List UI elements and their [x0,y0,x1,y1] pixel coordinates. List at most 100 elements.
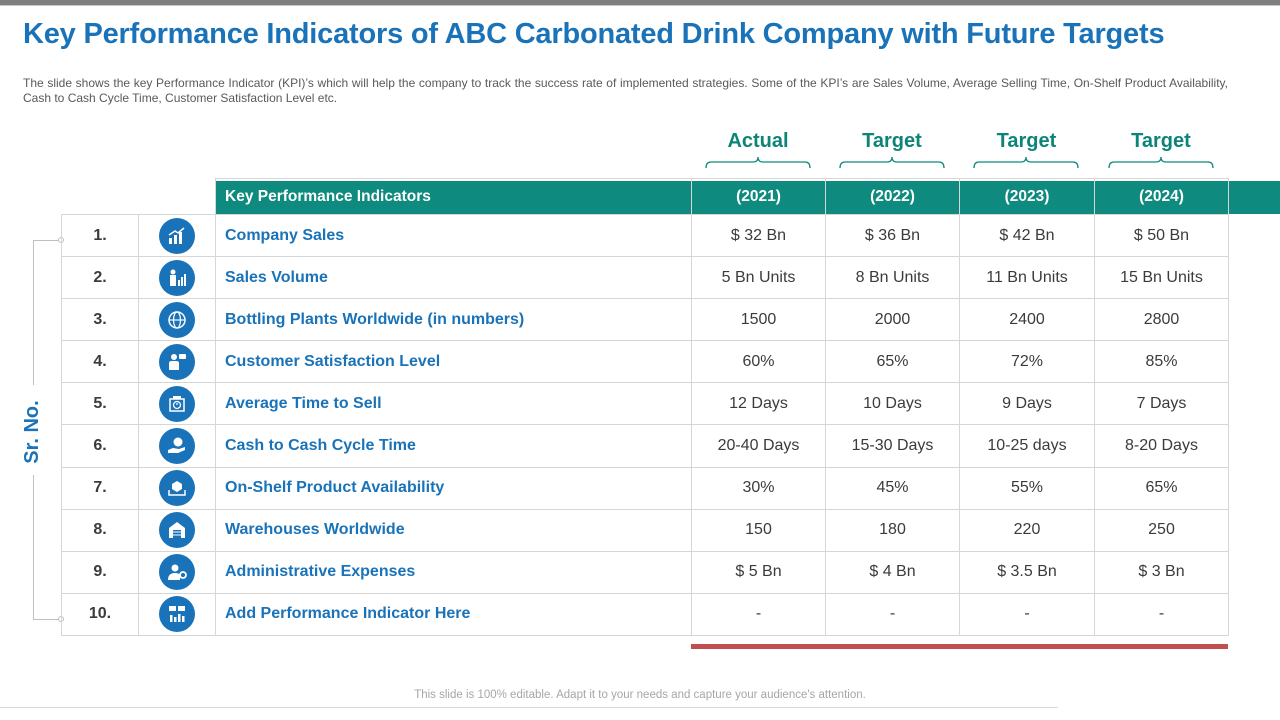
value-2021: 12 Days [691,382,826,426]
row-number: 3. [61,298,139,342]
value-2022: - [825,592,960,636]
row-icon-cell [138,298,216,342]
admin-gear-icon [159,554,195,591]
value-2023: 220 [959,508,1095,552]
table-row: 9. Administrative Expenses $ 5 Bn $ 4 Bn… [61,550,1229,594]
footer-note: This slide is 100% editable. Adapt it to… [414,689,866,701]
value-2022: 8 Bn Units [825,256,960,300]
page-title: Key Performance Indicators of ABC Carbon… [23,18,1165,50]
table-header-row: Key Performance Indicators (2021) (2022)… [62,178,1229,215]
top-border [0,0,1280,5]
value-2022: 10 Days [825,382,960,426]
value-2022: $ 4 Bn [825,550,960,594]
header-blank [62,179,139,215]
value-2024: 15 Bn Units [1094,256,1229,300]
value-2022: 180 [825,508,960,552]
value-2023: 2400 [959,298,1095,342]
table-row: 10. Add Performance Indicator Here - - -… [61,592,1229,636]
kpi-name: Administrative Expenses [215,550,692,594]
row-icon-cell [138,340,216,384]
value-2021: - [691,592,826,636]
value-2023: $ 3.5 Bn [959,550,1095,594]
row-icon-cell [138,256,216,300]
row-number: 7. [61,466,139,510]
row-number: 10. [61,592,139,636]
row-number: 2. [61,256,139,300]
kpi-name: Bottling Plants Worldwide (in numbers) [215,298,692,342]
row-number: 9. [61,550,139,594]
header-year-2022: (2022) [825,178,960,215]
cash-hand-icon [159,428,195,465]
kpi-name: Cash to Cash Cycle Time [215,424,692,468]
row-number: 6. [61,424,139,468]
kpi-name: On-Shelf Product Availability [215,466,692,510]
column-group-target-2024: Target [1094,130,1228,180]
value-2024: $ 50 Bn [1094,213,1229,258]
value-2023: 11 Bn Units [959,256,1095,300]
brace-icon [705,156,811,169]
row-number: 5. [61,382,139,426]
header-kpi: Key Performance Indicators [215,178,692,215]
column-group-label: Target [996,130,1057,152]
top-border-thin [0,5,1280,6]
value-2024: 8-20 Days [1094,424,1229,468]
column-group-label: Target [862,130,922,152]
kpi-name: Sales Volume [215,256,692,300]
header-blank [139,179,216,215]
value-2023: $ 42 Bn [959,213,1095,258]
brace-icon [973,156,1079,169]
value-2022: 45% [825,466,960,510]
value-2023: 10-25 days [959,424,1095,468]
value-2022: 15-30 Days [825,424,960,468]
table-row: 2. Sales Volume 5 Bn Units 8 Bn Units 11… [61,256,1229,300]
table-row: 3. Bottling Plants Worldwide (in numbers… [61,298,1229,342]
header-year-2021: (2021) [691,178,826,215]
kpi-name: Average Time to Sell [215,382,692,426]
kpi-name: Warehouses Worldwide [215,508,692,552]
header-year-2024: (2024) [1094,178,1229,215]
brace-icon [1108,156,1214,169]
value-2021: 150 [691,508,826,552]
row-icon-cell [138,424,216,468]
table-row: 1. Company Sales $ 32 Bn $ 36 Bn $ 42 Bn… [61,213,1229,258]
time-sell-icon [159,385,195,422]
value-2021: 60% [691,340,826,384]
column-group-actual: Actual [691,130,825,180]
value-2024: 2800 [1094,298,1229,342]
column-group-target-2022: Target [825,130,959,180]
value-2022: 2000 [825,298,960,342]
value-2022: 65% [825,340,960,384]
header-year-2023: (2023) [959,178,1095,215]
value-2021: 5 Bn Units [691,256,826,300]
sr-no-label-bg [18,385,50,475]
value-2024: $ 3 Bn [1094,550,1229,594]
value-2024: 85% [1094,340,1229,384]
value-2024: 65% [1094,466,1229,510]
row-number: 8. [61,508,139,552]
value-2022: $ 36 Bn [825,213,960,258]
presenter-chart-icon [159,259,195,296]
row-number: 4. [61,340,139,384]
kpi-name: Company Sales [215,213,692,258]
row-icon-cell [138,550,216,594]
sr-no-label: Sr. No. [21,400,43,464]
value-2023: 72% [959,340,1095,384]
performance-dashboard-icon [159,596,195,633]
table-row: 5. Average Time to Sell 12 Days 10 Days … [61,382,1229,426]
accent-underline [691,644,1228,649]
value-2021: $ 5 Bn [691,550,826,594]
row-icon-cell [138,213,216,258]
value-2021: $ 32 Bn [691,213,826,258]
value-2023: 55% [959,466,1095,510]
value-2023: 9 Days [959,382,1095,426]
value-2021: 30% [691,466,826,510]
customer-feedback-icon [159,343,195,380]
globe-icon [159,301,195,338]
footer-divider [0,707,1058,708]
value-2024: - [1094,592,1229,636]
sales-chart-icon [159,217,195,254]
row-icon-cell [138,508,216,552]
brace-icon [839,156,945,169]
row-icon-cell [138,592,216,636]
kpi-name: Add Performance Indicator Here [215,592,692,636]
